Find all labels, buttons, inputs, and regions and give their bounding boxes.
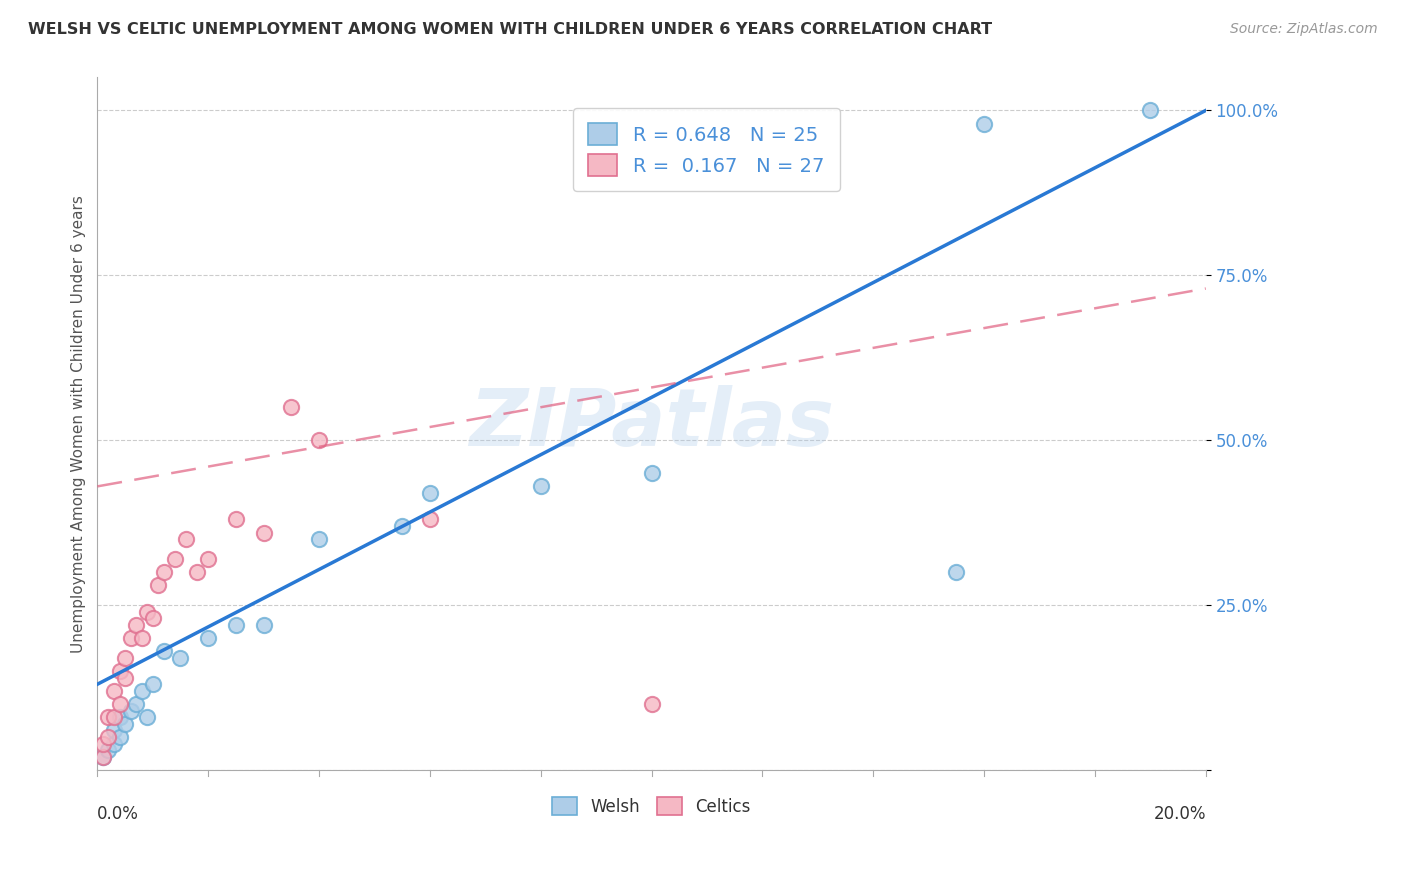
Point xyxy=(280,401,302,415)
Point xyxy=(308,434,330,448)
Point xyxy=(1139,103,1161,118)
Point xyxy=(225,512,247,526)
Point xyxy=(108,730,131,744)
Text: ZIPatlas: ZIPatlas xyxy=(470,384,834,463)
Point xyxy=(131,683,153,698)
Text: 0.0%: 0.0% xyxy=(97,805,139,822)
Point xyxy=(252,618,274,632)
Point xyxy=(148,578,170,592)
Point xyxy=(169,651,191,665)
Point xyxy=(91,749,114,764)
Point xyxy=(136,710,159,724)
Point xyxy=(225,618,247,632)
Text: Source: ZipAtlas.com: Source: ZipAtlas.com xyxy=(1230,22,1378,37)
Point xyxy=(125,618,148,632)
Point xyxy=(91,749,114,764)
Point xyxy=(136,605,159,619)
Point xyxy=(419,512,441,526)
Y-axis label: Unemployment Among Women with Children Under 6 years: Unemployment Among Women with Children U… xyxy=(72,194,86,653)
Point xyxy=(125,697,148,711)
Point xyxy=(114,671,136,685)
Point xyxy=(973,117,995,131)
Point xyxy=(153,565,176,579)
Point xyxy=(120,704,142,718)
Point xyxy=(120,631,142,645)
Point xyxy=(142,611,165,625)
Point xyxy=(174,532,197,546)
Point xyxy=(308,532,330,546)
Point xyxy=(91,737,114,751)
Point xyxy=(530,479,553,493)
Point xyxy=(103,683,125,698)
Legend: Welsh, Celtics: Welsh, Celtics xyxy=(544,789,759,824)
Point xyxy=(391,519,413,533)
Point xyxy=(640,466,662,480)
Point xyxy=(108,664,131,678)
Text: WELSH VS CELTIC UNEMPLOYMENT AMONG WOMEN WITH CHILDREN UNDER 6 YEARS CORRELATION: WELSH VS CELTIC UNEMPLOYMENT AMONG WOMEN… xyxy=(28,22,993,37)
Point xyxy=(640,697,662,711)
Point xyxy=(103,737,125,751)
Point xyxy=(103,723,125,738)
Point xyxy=(108,697,131,711)
Point xyxy=(108,710,131,724)
Point xyxy=(97,730,120,744)
Point xyxy=(197,631,219,645)
Point xyxy=(252,525,274,540)
Point xyxy=(153,644,176,658)
Point xyxy=(197,552,219,566)
Text: 20.0%: 20.0% xyxy=(1153,805,1206,822)
Point xyxy=(142,677,165,691)
Point xyxy=(114,716,136,731)
Point xyxy=(103,710,125,724)
Point xyxy=(186,565,208,579)
Point xyxy=(97,710,120,724)
Point xyxy=(419,486,441,500)
Point xyxy=(97,743,120,757)
Point xyxy=(945,565,967,579)
Point xyxy=(163,552,186,566)
Point xyxy=(131,631,153,645)
Point xyxy=(114,651,136,665)
